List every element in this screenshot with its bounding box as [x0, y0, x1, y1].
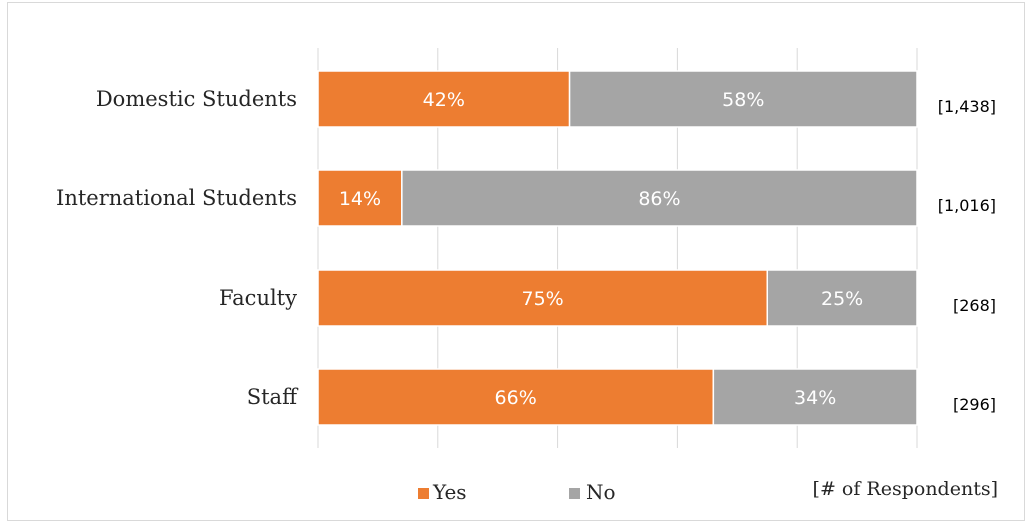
labels: 42% 58% Domestic Students [1,438] 14% 86% Inte… — [56, 87, 996, 414]
data-label-yes-3: 75% — [522, 288, 564, 310]
respondent-count: [1,438] — [938, 97, 996, 116]
data-label-no-2: 86% — [638, 188, 680, 210]
respondent-count: [268] — [953, 296, 996, 315]
legend-swatch-yes — [418, 488, 429, 499]
category-label: Faculty — [219, 286, 297, 310]
respondent-count: [1,016] — [938, 196, 996, 215]
respondents-note: [# of Respondents] — [813, 478, 998, 500]
legend-label-yes: Yes — [432, 480, 467, 504]
respondent-count: [296] — [953, 395, 996, 414]
bar-yes-4 — [317, 368, 715, 426]
bar-no-4 — [712, 368, 918, 426]
legend-swatch-no — [569, 488, 580, 499]
category-label: Domestic Students — [96, 87, 297, 111]
legend: Yes No [# of Respondents] — [418, 478, 998, 504]
bar-yes-3 — [317, 269, 768, 327]
category-label: International Students — [56, 186, 297, 210]
bar-no-2 — [401, 169, 918, 227]
data-label-no-3: 25% — [821, 288, 863, 310]
data-label-yes-2: 14% — [339, 188, 381, 210]
data-label-yes-4: 66% — [495, 387, 537, 409]
data-label-no-4: 34% — [794, 387, 836, 409]
bar-no-3 — [766, 269, 918, 327]
data-label-no-1: 58% — [722, 89, 764, 111]
category-label: Staff — [247, 385, 299, 409]
bar-no-1 — [568, 70, 918, 128]
bars — [317, 70, 918, 426]
bar-yes-2 — [317, 169, 403, 227]
data-label-yes-1: 42% — [423, 89, 465, 111]
legend-label-no: No — [586, 480, 616, 504]
